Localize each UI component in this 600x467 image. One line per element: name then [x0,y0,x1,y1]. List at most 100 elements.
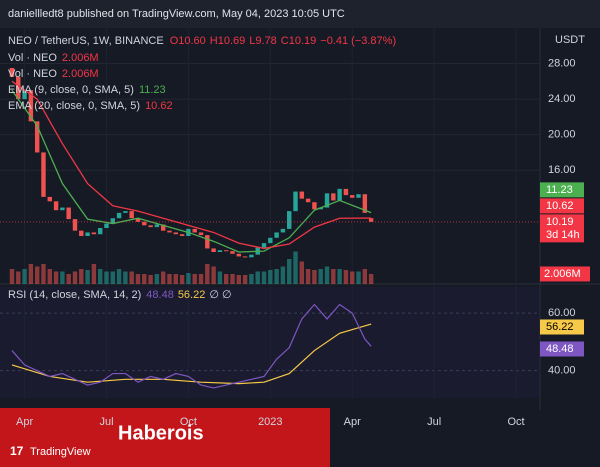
rsi-label: 48.48 [546,343,574,355]
candle [116,212,122,219]
candle [28,90,34,122]
volume-bar [255,271,260,284]
candle [135,218,141,222]
candle [356,194,361,198]
candle [79,230,84,236]
legend-part: H10.69 [210,35,245,47]
candle [53,201,59,211]
volume-bar [9,269,15,284]
candle [337,188,342,201]
volume-bar [129,271,134,284]
volume-bar [274,269,279,284]
volume-bar [230,274,235,284]
candle [142,221,147,226]
y-tick-label: 28.00 [548,57,576,69]
watermark-band [0,408,330,467]
legend-part: ∅ ∅ [209,289,231,301]
x-tick-label: Oct [180,416,197,428]
volume-bar [53,271,59,284]
rsi-tick-label: 60.00 [548,307,576,319]
legend-part: −0.41 (−3.87%) [320,35,396,47]
legend-part: L9.78 [249,35,277,47]
candle [123,211,128,213]
volume-bar [47,269,52,284]
candle [154,224,160,228]
watermark: Haberois [118,422,204,444]
candle [198,232,204,236]
volume-bar [205,264,210,284]
volume-bar [167,274,172,284]
volume-bar [280,266,286,284]
ema9-line [11,89,372,253]
legend-part: Vol · NEO [8,68,57,80]
candle [293,191,298,212]
legend-part: 56.22 [178,289,206,301]
volume-bar [97,269,103,284]
volume-bar [66,274,71,284]
candle [192,228,197,233]
volume-bar [249,274,254,284]
legend-line: EMA (20, close, 0, SMA, 5) 10.62 [8,100,173,112]
volume-bar [110,271,115,284]
candle [72,219,78,231]
volume-bar [160,271,166,284]
volume-bar [293,251,298,284]
brand: TradingView [30,446,91,458]
candle [129,211,134,219]
marks [0,68,540,389]
volume-bar [186,273,191,284]
header-text: daniellledt8 published on TradingView.co… [8,8,345,20]
legend-part: C10.19 [281,35,316,47]
volume-bar [362,269,368,284]
candle [34,121,40,153]
rsi-line [11,303,372,389]
candle [41,152,46,197]
candle [167,230,172,233]
volume-bar [287,259,292,284]
candle [287,211,292,229]
candle [368,218,374,222]
legend-part: EMA (20, close, 0, SMA, 5) [8,100,140,112]
volume-bar [305,269,311,284]
x-axis: 16.00 20.00 24.00 28.00 40.00 60.00 Apr Jul Oct 2… [16,57,590,428]
currency: USDT [555,34,585,46]
rsi-label-box [540,341,584,357]
legend-line: Vol · NEO 2.006M [8,52,99,64]
candle [324,193,330,208]
legend-part: 2.006M [62,52,99,64]
candle [274,232,279,238]
rsi-sma-line [11,323,372,385]
volume-bar [368,273,374,284]
volume-bar [268,270,273,284]
rsi-label-box [540,319,584,335]
legend-part: NEO / TetherUS, 1W, BINANCE [8,35,164,47]
candle [9,68,15,77]
volume-bar [312,270,317,284]
price-label: 10.19 [546,216,574,228]
candle [299,191,305,199]
volume-bar [318,269,323,284]
volume-bar [104,271,109,284]
volume-bar [135,274,141,284]
legend-part: 2.006M [62,68,99,80]
candle [236,253,242,257]
x-tick-label: 2023 [258,416,282,428]
legend-line: RSI (14, close, SMA, 14, 2) 48.48 56.22 ∅ ∅ [8,289,232,301]
candle [261,243,267,248]
volume-bar [28,264,34,284]
volume-bar [350,271,355,284]
volume-bar [22,269,27,284]
x-tick-label: Apr [344,416,361,428]
ema20-line [11,80,372,250]
volume-bar [41,264,46,284]
legend-line: EMA (9, close, 0, SMA, 5) 11.23 [8,84,166,96]
candle [97,228,103,235]
volume-bar [60,271,65,284]
price-label: 10.62 [546,200,574,212]
volume-bar [16,271,21,284]
candle [104,223,109,228]
candle [160,224,166,231]
legend-line: NEO / TetherUS, 1W, BINANCE O10.60 H10.69 L… [8,35,396,47]
